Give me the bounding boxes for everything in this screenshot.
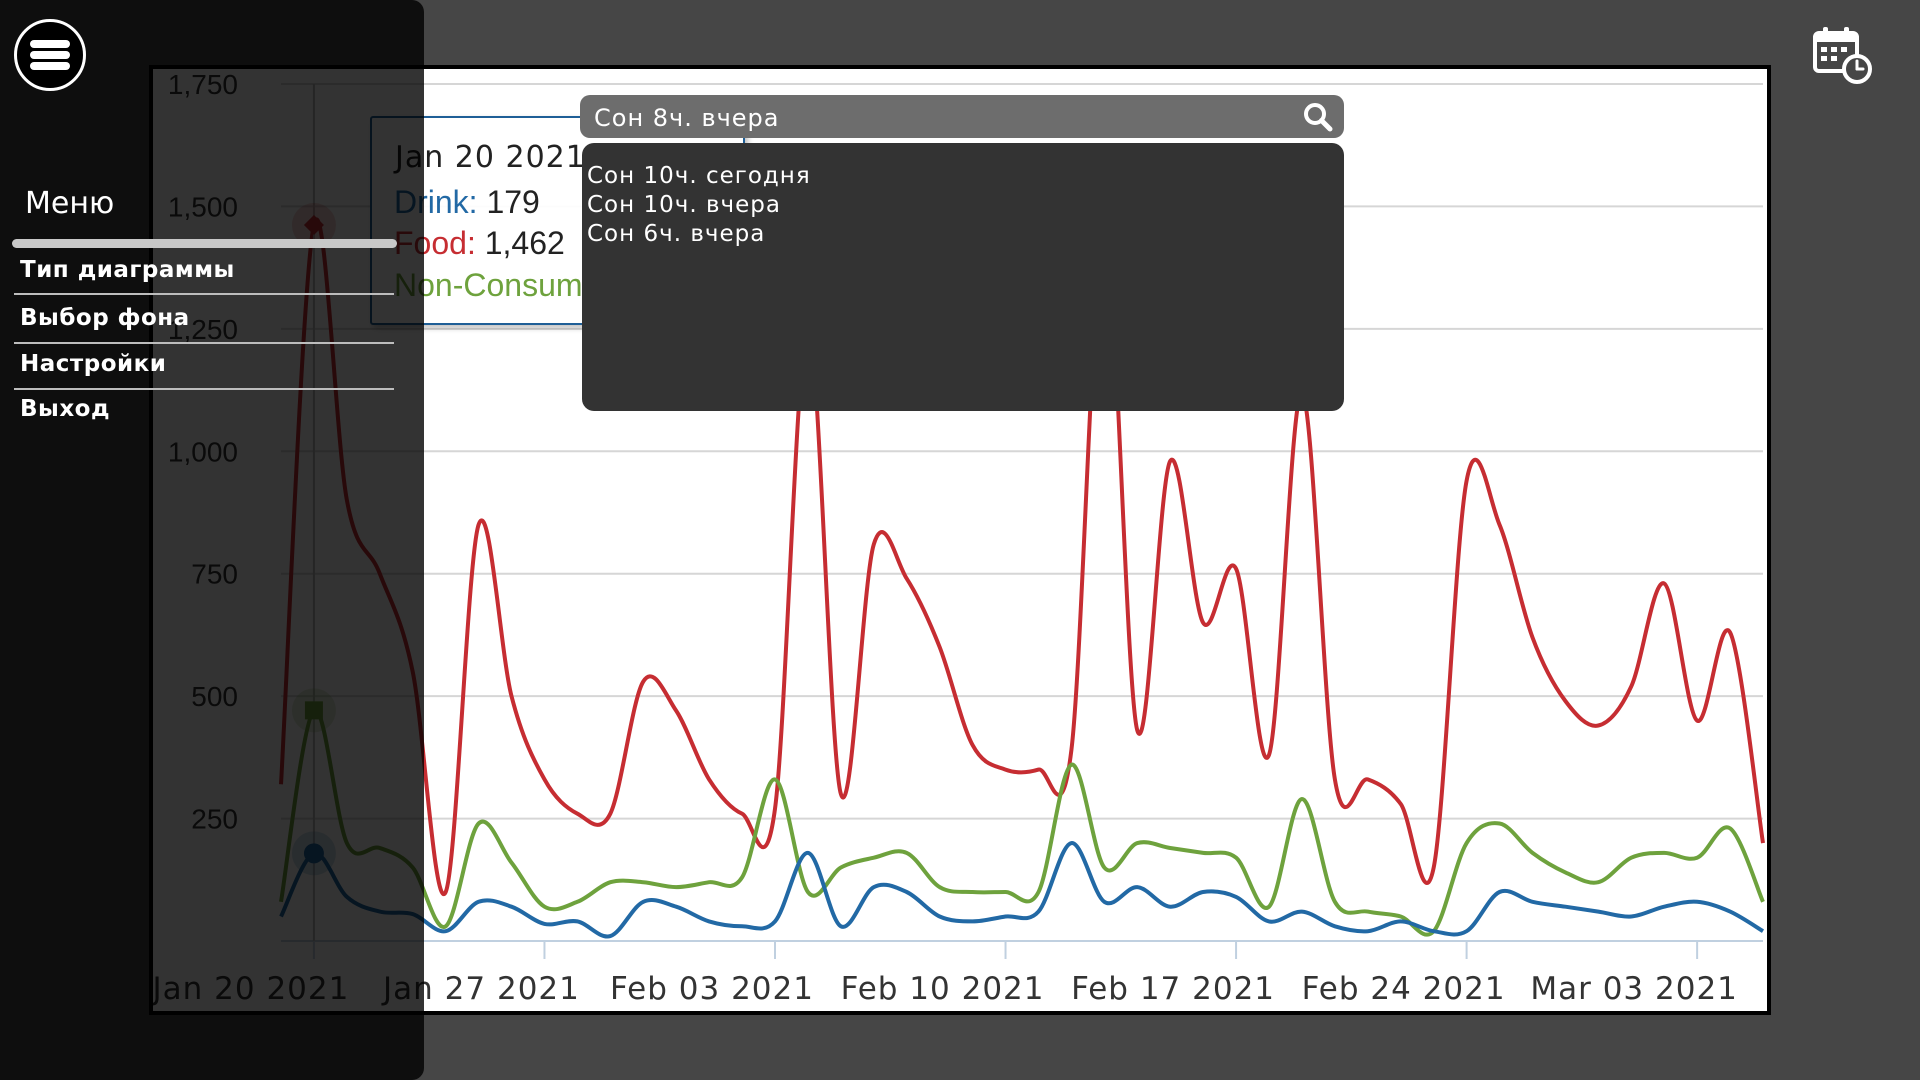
search-input[interactable]	[592, 95, 1276, 140]
menu-item-chart-type[interactable]: Тип диаграммы	[20, 257, 235, 283]
series-lines	[279, 217, 1765, 939]
menu-title: Меню	[25, 186, 115, 221]
calendar-clock-icon[interactable]	[1812, 24, 1874, 86]
search-bar	[580, 95, 1344, 140]
side-menu: Меню Тип диаграммы Выбор фона Настройки …	[0, 0, 424, 1080]
x-tick-label: Mar 03 2021	[1530, 971, 1738, 1007]
x-tick-label: Feb 03 2021	[610, 971, 814, 1007]
menu-divider	[14, 342, 394, 344]
hamburger-menu-icon[interactable]	[14, 19, 86, 91]
tooltip-date: Jan 20 2021	[395, 140, 586, 175]
menu-item-exit[interactable]: Выход	[20, 396, 111, 422]
menu-divider	[14, 388, 394, 390]
x-tick-label: Feb 10 2021	[841, 971, 1045, 1007]
series-line-non-consumable	[279, 708, 1765, 937]
suggestion-item[interactable]: Сон 10ч. сегодня	[587, 163, 811, 189]
series-line-drink	[279, 841, 1765, 939]
tooltip-food-value: 1,462	[484, 225, 565, 261]
suggestion-item[interactable]: Сон 6ч. вчера	[587, 221, 766, 247]
suggestion-item[interactable]: Сон 10ч. вчера	[587, 192, 781, 218]
x-tick-label: Feb 24 2021	[1302, 971, 1506, 1007]
menu-progress-bar	[12, 239, 397, 248]
search-suggestions: Сон 10ч. сегодня Сон 10ч. вчера Сон 6ч. …	[582, 143, 1344, 411]
menu-item-settings[interactable]: Настройки	[20, 351, 167, 377]
tooltip-drink-value: 179	[486, 184, 540, 220]
menu-divider	[14, 293, 394, 295]
search-icon[interactable]	[1302, 101, 1334, 133]
menu-item-background[interactable]: Выбор фона	[20, 305, 190, 331]
x-tick-label: Feb 17 2021	[1071, 971, 1275, 1007]
series-line-food	[279, 217, 1765, 897]
